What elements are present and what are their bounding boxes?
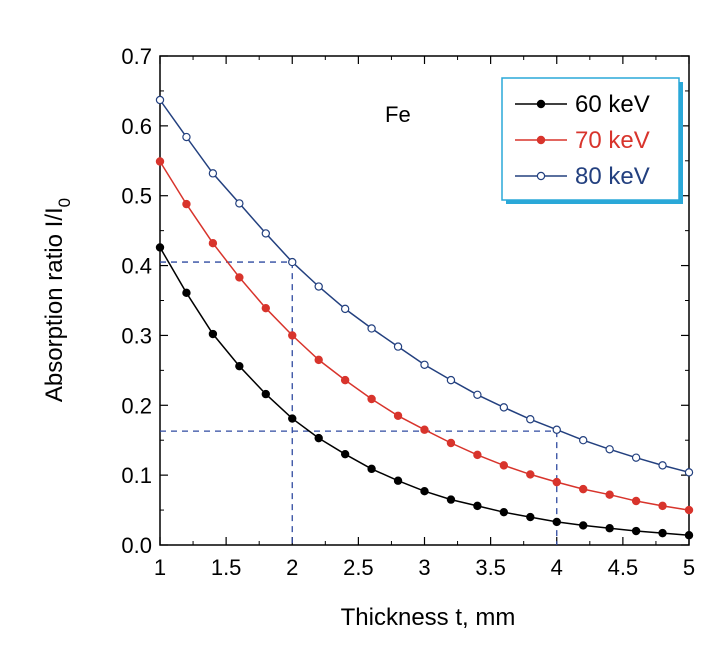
y-tick-label: 0.2 <box>121 393 152 418</box>
data-point-80-kev <box>552 425 561 434</box>
series-line-70-kev <box>159 161 690 511</box>
data-point-80-kev <box>288 257 297 267</box>
data-point-70-kev <box>261 303 270 313</box>
data-point-70-kev <box>684 505 694 515</box>
data-point-70-kev <box>314 355 323 365</box>
data-point-60-kev <box>658 528 667 538</box>
data-point-60-kev <box>288 414 297 423</box>
data-point-80-kev <box>235 199 244 208</box>
data-point-60-kev <box>314 433 323 443</box>
data-point-60-kev <box>684 531 694 540</box>
data-point-60-kev <box>605 524 614 533</box>
legend: 60 keV 70 keV 80 keV <box>501 77 683 204</box>
data-point-70-kev <box>367 394 376 404</box>
data-point-80-kev <box>473 390 482 400</box>
y-axis-title: Absorption ratio I/I0 <box>41 198 74 402</box>
data-point-60-kev <box>631 526 641 536</box>
x-tick-label: 1 <box>154 555 166 580</box>
data-point-70-kev <box>605 490 614 499</box>
legend-label-70-kev: 70 keV <box>575 127 650 154</box>
legend-marker-80-kev <box>536 171 546 181</box>
data-point-70-kev <box>235 273 244 282</box>
y-tick-label: 0.5 <box>121 184 152 209</box>
x-tick-label: 3.5 <box>475 555 506 580</box>
reference-lines <box>160 261 558 545</box>
series-group <box>155 95 694 540</box>
data-point-60-kev <box>526 512 535 522</box>
x-tick-label: 3 <box>418 555 430 580</box>
y-tick-label: 0.0 <box>121 533 152 558</box>
data-point-80-kev <box>208 169 218 178</box>
data-point-60-kev <box>420 487 429 496</box>
y-axis-title-main: Absorption ratio I/I <box>41 207 68 402</box>
element-annotation: Fe <box>385 102 411 127</box>
data-point-60-kev <box>235 361 244 371</box>
data-point-80-kev <box>446 375 456 385</box>
data-point-70-kev <box>420 425 429 434</box>
data-point-80-kev <box>684 468 694 477</box>
y-tick-label: 0.4 <box>121 254 152 279</box>
data-point-60-kev <box>499 507 509 517</box>
y-axis-title-subscript: 0 <box>55 198 74 207</box>
x-tick-label: 4.5 <box>608 555 639 580</box>
data-point-60-kev <box>340 449 350 459</box>
data-point-70-kev <box>552 477 561 487</box>
data-point-70-kev <box>579 484 588 494</box>
axis-ticks <box>159 55 690 546</box>
data-point-80-kev <box>367 324 376 333</box>
data-point-80-kev <box>605 445 614 454</box>
x-axis-title: Thickness t, mm <box>341 604 516 631</box>
x-tick-label: 1.5 <box>211 555 242 580</box>
data-point-60-kev <box>473 501 482 511</box>
data-point-70-kev <box>340 375 350 385</box>
x-tick-label: 4 <box>551 555 563 580</box>
data-point-60-kev <box>367 464 376 474</box>
data-point-80-kev <box>340 304 350 314</box>
tick-labels: 1 1.5 2 2.5 3 3.5 4 4.5 5 0.0 0.1 0.2 0.3 0.4 0.5 0.6 0.… <box>121 44 695 580</box>
data-point-80-kev <box>182 132 191 142</box>
data-point-60-kev <box>182 288 191 298</box>
data-point-80-kev <box>420 360 429 369</box>
data-point-70-kev <box>208 239 218 248</box>
data-point-80-kev <box>658 461 667 470</box>
legend-label-60-kev: 60 keV <box>575 91 650 118</box>
data-point-60-kev <box>261 389 270 399</box>
legend-marker-60-kev <box>536 99 546 109</box>
data-point-70-kev <box>182 199 191 209</box>
data-point-80-kev <box>499 403 509 412</box>
data-point-60-kev <box>446 495 456 504</box>
data-point-60-kev <box>155 243 165 252</box>
data-point-70-kev <box>446 438 456 448</box>
legend-marker-70-kev <box>536 135 546 145</box>
data-point-60-kev <box>579 521 588 530</box>
data-point-70-kev <box>473 450 482 460</box>
data-point-80-kev <box>261 229 270 238</box>
data-point-70-kev <box>631 496 641 506</box>
data-point-60-kev <box>552 517 561 527</box>
data-point-80-kev <box>155 95 165 105</box>
y-tick-label: 0.1 <box>121 463 152 488</box>
data-point-70-kev <box>155 157 165 166</box>
y-tick-label: 0.6 <box>121 114 152 139</box>
data-point-60-kev <box>208 329 218 339</box>
x-tick-label: 2.5 <box>343 555 374 580</box>
data-point-80-kev <box>314 282 323 291</box>
legend-box <box>501 77 680 201</box>
data-point-70-kev <box>393 411 403 420</box>
data-point-60-kev <box>393 476 403 485</box>
data-point-80-kev <box>393 342 403 351</box>
data-point-70-kev <box>499 461 509 470</box>
x-tick-label: 2 <box>286 555 298 580</box>
y-tick-label: 0.3 <box>121 323 152 348</box>
data-point-80-kev <box>631 453 641 462</box>
data-point-80-kev <box>526 415 535 424</box>
y-tick-label: 0.7 <box>121 44 152 69</box>
x-tick-label: 5 <box>683 555 695 580</box>
data-point-70-kev <box>288 331 297 340</box>
data-point-70-kev <box>526 470 535 479</box>
data-point-70-kev <box>658 501 667 511</box>
legend-label-80-kev: 80 keV <box>575 163 650 190</box>
data-point-80-kev <box>579 436 588 445</box>
